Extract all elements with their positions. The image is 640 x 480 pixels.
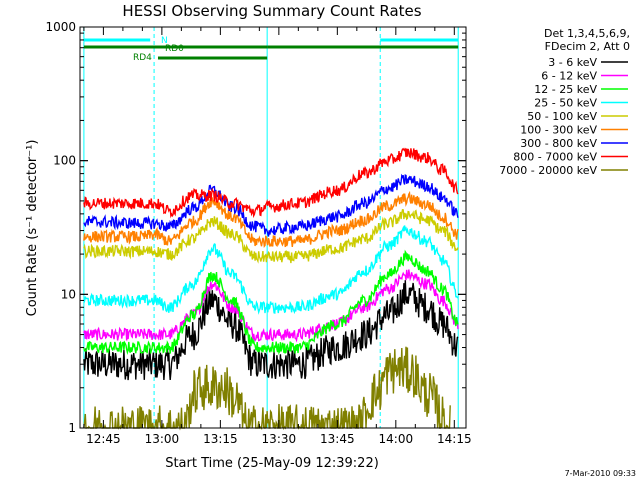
state-label: RD0 — [165, 44, 184, 54]
series-line-5 — [83, 190, 459, 248]
x-axis-label: Start Time (25-May-09 12:39:22) — [165, 456, 379, 471]
legend-header: FDecim 2, Att 0 — [545, 40, 630, 53]
legend-label: 3 - 6 keV — [548, 56, 597, 69]
plot-frame — [79, 26, 467, 429]
state-label: N — [161, 36, 168, 46]
state-label: RD4 — [133, 53, 152, 63]
y-tick-label: 10 — [61, 287, 76, 301]
chart-title: HESSI Observing Summary Count Rates — [122, 2, 421, 20]
y-tick-label: 100 — [53, 154, 76, 168]
legend-label: 800 - 7000 keV — [513, 151, 597, 164]
x-tick-label: 13:15 — [203, 432, 238, 446]
y-axis-label: Count Rate (s⁻¹ detector⁻¹) — [25, 140, 40, 317]
x-tick-label: 14:00 — [379, 432, 414, 446]
y-tick-label: 1000 — [45, 20, 76, 34]
legend-label: 25 - 50 keV — [534, 97, 597, 110]
series-line-7 — [83, 147, 459, 219]
legend-label: 50 - 100 keV — [527, 110, 597, 123]
series-line-0 — [83, 280, 459, 381]
series-line-2 — [83, 249, 459, 356]
x-tick-label: 12:45 — [86, 432, 121, 446]
footer-timestamp: 7-Mar-2010 09:33 — [565, 469, 636, 478]
legend-label: 300 - 800 keV — [520, 137, 597, 150]
series-line-1 — [83, 269, 459, 343]
y-tick-label: 1 — [68, 421, 76, 435]
x-tick-label: 13:45 — [320, 432, 355, 446]
legend-label: 12 - 25 keV — [534, 83, 597, 96]
x-tick-label: 13:30 — [262, 432, 297, 446]
series-line-3 — [83, 225, 459, 315]
series-line-6 — [83, 173, 459, 237]
series-line-4 — [83, 209, 459, 264]
x-tick-label: 14:15 — [437, 432, 472, 446]
legend-label: 6 - 12 keV — [541, 70, 597, 83]
legend-header: Det 1,3,4,5,6,9, — [544, 27, 630, 40]
legend-label: 100 - 300 keV — [520, 124, 597, 137]
x-tick-label: 13:00 — [145, 432, 180, 446]
legend-label: 7000 - 20000 keV — [499, 164, 597, 177]
